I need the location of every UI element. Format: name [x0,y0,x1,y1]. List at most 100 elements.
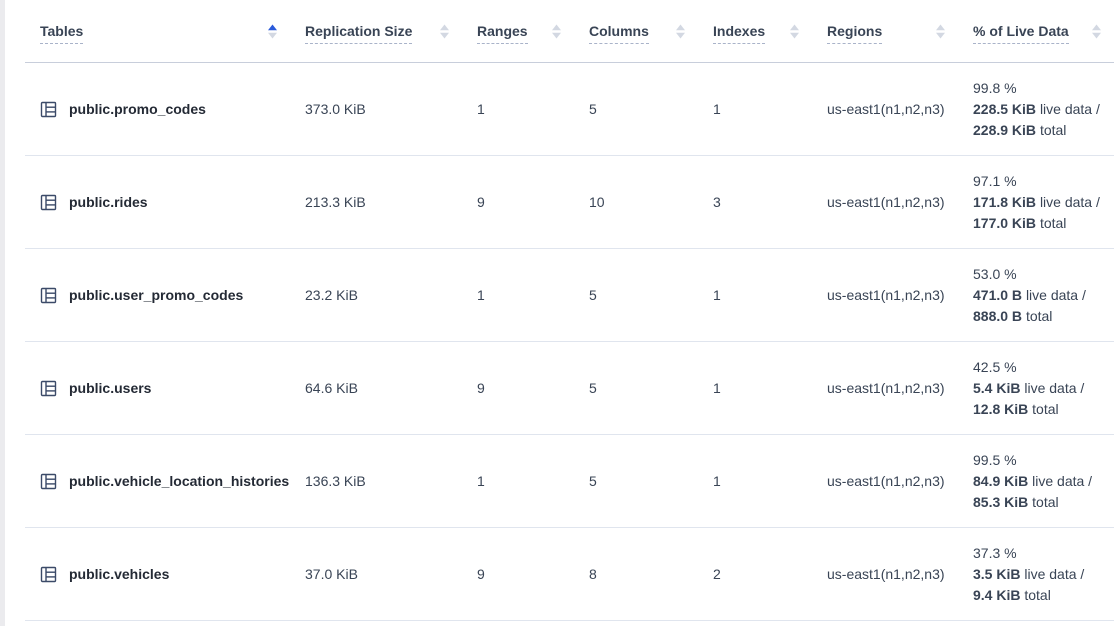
live-data-percent: 97.1 % [973,172,1017,189]
total-data-size: 85.3 KiB total [973,493,1059,510]
sort-arrows-icon [936,24,945,38]
cell-ranges: 1 [477,473,485,489]
table-name-link[interactable]: public.users [69,380,152,396]
table-row[interactable]: public.user_promo_codes 23.2 KiB 1 5 1 u… [25,249,1114,342]
cell-regions: us-east1(n1,n2,n3) [827,287,945,303]
column-header-label: Columns [589,23,649,44]
cell-replication-size: 136.3 KiB [305,473,366,489]
column-header-label: Regions [827,23,883,44]
cell-indexes: 2 [713,566,721,582]
column-header-label: Tables [40,23,84,44]
table-header: Tables Replication Size Ranges Columns I… [25,0,1114,63]
table-icon [40,380,57,396]
table-name-link[interactable]: public.vehicles [69,566,170,582]
column-header-replication-size[interactable]: Replication Size [290,0,462,62]
cell-live-data: 37.3 % 3.5 KiB live data / 9.4 KiB total [958,543,1114,606]
cell-ranges: 9 [477,566,485,582]
cell-live-data: 53.0 % 471.0 B live data / 888.0 B total [958,264,1114,327]
table-icon [40,101,57,117]
cell-ranges: 1 [477,101,485,117]
column-header-live-data[interactable]: % of Live Data [958,0,1114,62]
sort-arrows-icon [1092,24,1101,38]
cell-columns: 5 [589,380,597,396]
cell-table-name: public.promo_codes [25,101,290,118]
column-header-label: Replication Size [305,23,413,44]
table-name-link[interactable]: public.rides [69,194,148,210]
total-data-size: 177.0 KiB total [973,214,1067,231]
live-data-percent: 37.3 % [973,544,1017,561]
column-header-indexes[interactable]: Indexes [698,0,812,62]
sort-arrows-icon [440,24,449,38]
column-header-columns[interactable]: Columns [574,0,698,62]
sort-arrows-icon [790,24,799,38]
table-body: public.promo_codes 373.0 KiB 1 5 1 us-ea… [25,63,1114,621]
cell-table-name: public.users [25,380,290,397]
column-header-label: % of Live Data [973,23,1069,44]
cell-replication-size: 373.0 KiB [305,101,366,117]
live-data-size: 84.9 KiB live data / [973,472,1093,489]
live-data-percent: 42.5 % [973,358,1017,375]
sort-arrows-icon [676,24,685,38]
cell-table-name: public.rides [25,194,290,211]
cell-indexes: 1 [713,287,721,303]
live-data-percent: 53.0 % [973,265,1017,282]
cell-ranges: 1 [477,287,485,303]
cell-table-name: public.vehicles [25,566,290,583]
cell-table-name: public.user_promo_codes [25,287,290,304]
total-data-size: 9.4 KiB total [973,586,1051,603]
table-icon [40,194,57,210]
table-icon [40,287,57,303]
live-data-size: 171.8 KiB live data / [973,193,1100,210]
cell-columns: 10 [589,194,605,210]
table-name-link[interactable]: public.promo_codes [69,101,206,117]
column-header-tables[interactable]: Tables [25,0,290,62]
table-row[interactable]: public.rides 213.3 KiB 9 10 3 us-east1(n… [25,156,1114,249]
cell-ranges: 9 [477,194,485,210]
column-header-regions[interactable]: Regions [812,0,958,62]
table-icon [40,473,57,489]
cell-columns: 5 [589,473,597,489]
cell-live-data: 42.5 % 5.4 KiB live data / 12.8 KiB tota… [958,357,1114,420]
table-row[interactable]: public.users 64.6 KiB 9 5 1 us-east1(n1,… [25,342,1114,435]
tables-table: Tables Replication Size Ranges Columns I… [25,0,1114,621]
cell-regions: us-east1(n1,n2,n3) [827,473,945,489]
cell-replication-size: 64.6 KiB [305,380,358,396]
cell-live-data: 99.8 % 228.5 KiB live data / 228.9 KiB t… [958,78,1114,141]
total-data-size: 888.0 B total [973,307,1053,324]
table-row[interactable]: public.promo_codes 373.0 KiB 1 5 1 us-ea… [25,63,1114,156]
column-header-ranges[interactable]: Ranges [462,0,574,62]
cell-replication-size: 213.3 KiB [305,194,366,210]
sort-arrows-icon [268,24,277,38]
cell-indexes: 1 [713,380,721,396]
sort-arrows-icon [552,24,561,38]
cell-indexes: 1 [713,101,721,117]
live-data-percent: 99.8 % [973,79,1017,96]
column-header-label: Ranges [477,23,528,44]
table-row[interactable]: public.vehicles 37.0 KiB 9 8 2 us-east1(… [25,528,1114,621]
cell-columns: 8 [589,566,597,582]
live-data-size: 3.5 KiB live data / [973,565,1085,582]
cell-indexes: 1 [713,473,721,489]
live-data-size: 471.0 B live data / [973,286,1086,303]
cell-regions: us-east1(n1,n2,n3) [827,194,945,210]
table-name-link[interactable]: public.vehicle_location_histories [69,473,290,489]
cell-regions: us-east1(n1,n2,n3) [827,101,945,117]
table-icon [40,566,57,582]
header-row: Tables Replication Size Ranges Columns I… [25,0,1114,63]
cell-live-data: 97.1 % 171.8 KiB live data / 177.0 KiB t… [958,171,1114,234]
table-name-link[interactable]: public.user_promo_codes [69,287,244,303]
cell-replication-size: 23.2 KiB [305,287,358,303]
cell-regions: us-east1(n1,n2,n3) [827,380,945,396]
cell-indexes: 3 [713,194,721,210]
cell-columns: 5 [589,287,597,303]
cell-replication-size: 37.0 KiB [305,566,358,582]
live-data-percent: 99.5 % [973,451,1017,468]
cell-regions: us-east1(n1,n2,n3) [827,566,945,582]
table-row[interactable]: public.vehicle_location_histories 136.3 … [25,435,1114,528]
cell-table-name: public.vehicle_location_histories [25,473,290,490]
page-left-edge [0,0,5,626]
total-data-size: 12.8 KiB total [973,400,1059,417]
column-header-label: Indexes [713,23,766,44]
total-data-size: 228.9 KiB total [973,121,1067,138]
live-data-size: 5.4 KiB live data / [973,379,1085,396]
